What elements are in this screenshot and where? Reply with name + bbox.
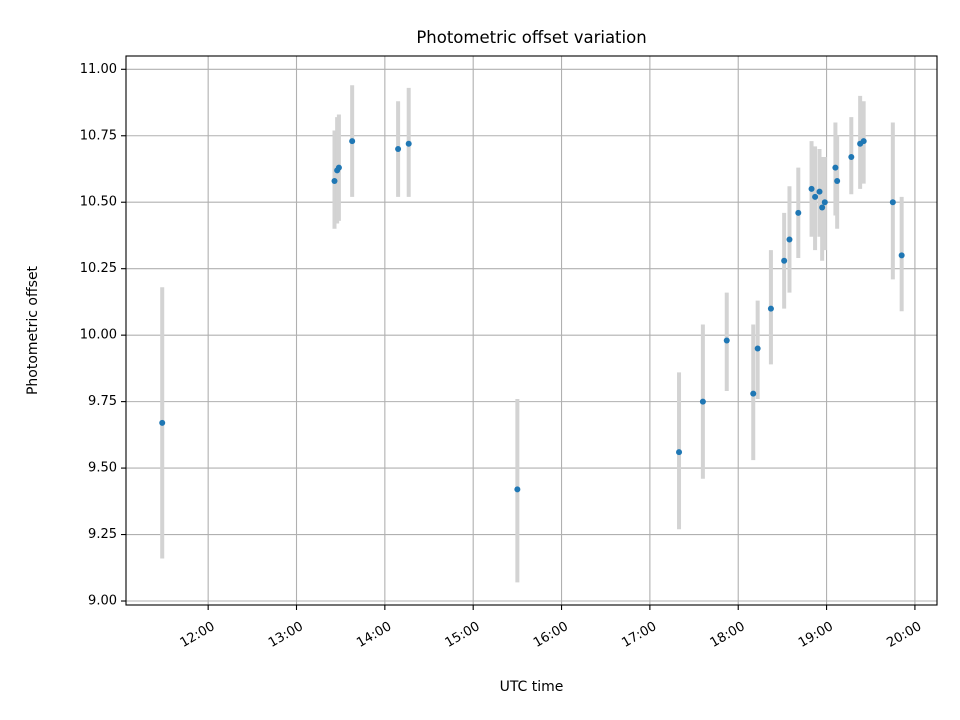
data-point: [349, 138, 356, 145]
data-point: [335, 164, 342, 171]
y-tick-label: 10.25: [80, 261, 117, 276]
y-tick-label: 9.50: [88, 461, 117, 476]
y-tick-label: 11.00: [80, 62, 117, 77]
x-tick-label: 12:00: [178, 619, 218, 651]
data-point: [767, 305, 774, 312]
error-bars: [160, 85, 904, 583]
data-point: [395, 146, 402, 153]
x-tick-label: 13:00: [266, 619, 306, 651]
data-point: [889, 199, 896, 206]
data-point: [331, 177, 338, 184]
data-point: [812, 193, 819, 200]
chart-title: Photometric offset variation: [416, 28, 646, 47]
x-tick-label: 19:00: [796, 619, 836, 651]
data-points: [159, 138, 905, 493]
data-point: [834, 177, 841, 184]
x-tick-label: 20:00: [884, 619, 924, 651]
data-point: [808, 185, 815, 192]
data-point: [514, 486, 521, 493]
x-tick-label: 17:00: [619, 619, 659, 651]
y-tick-label: 9.25: [88, 527, 117, 542]
data-point: [786, 236, 793, 243]
data-point: [848, 154, 855, 161]
data-point: [159, 419, 166, 426]
data-point: [676, 449, 683, 456]
y-tick-label: 10.00: [80, 328, 117, 343]
data-point: [723, 337, 730, 344]
y-tick-label: 9.00: [88, 594, 117, 609]
data-point: [754, 345, 761, 352]
data-point: [821, 199, 828, 206]
y-axis-label: Photometric offset: [25, 265, 41, 395]
plot-frame: [125, 55, 938, 606]
y-tick-label: 10.50: [80, 195, 117, 210]
x-tick-label: 18:00: [708, 619, 748, 651]
data-point: [795, 209, 802, 216]
data-point: [405, 140, 412, 147]
data-point: [860, 138, 867, 145]
axis-ticks: 12:00 13:00 14:00 15:00 16:00 17:00 18:00 19:00…: [80, 62, 925, 651]
data-point: [898, 252, 905, 259]
data-point: [699, 398, 706, 405]
data-point: [819, 204, 826, 211]
x-axis-label: UTC time: [500, 679, 564, 695]
x-tick-label: 15:00: [443, 619, 483, 651]
x-tick-label: 14:00: [354, 619, 394, 651]
y-tick-label: 9.75: [88, 394, 117, 409]
data-point: [816, 188, 823, 195]
grid-lines: [126, 56, 937, 605]
y-tick-label: 10.75: [80, 128, 117, 143]
data-point: [781, 257, 788, 264]
data-point: [832, 164, 839, 171]
data-point: [750, 390, 757, 397]
x-tick-label: 16:00: [531, 619, 571, 651]
